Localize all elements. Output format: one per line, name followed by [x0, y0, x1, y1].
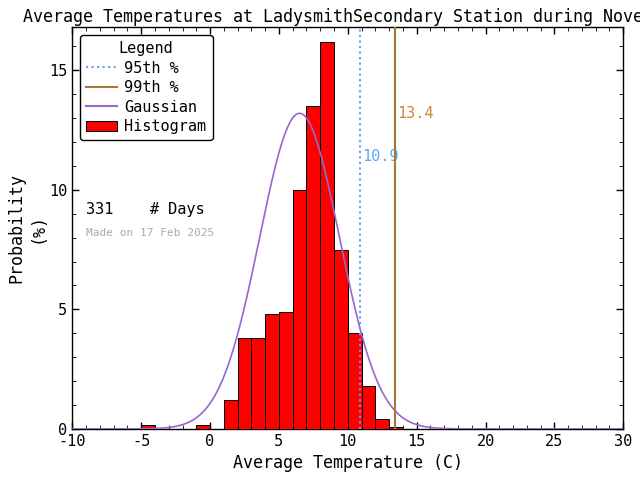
Bar	[141, 425, 155, 429]
Title: Average Temperatures at LadysmithSecondary Station during Novembe: Average Temperatures at LadysmithSeconda…	[23, 8, 640, 25]
Bar	[237, 338, 252, 429]
Bar	[334, 250, 348, 429]
Bar	[362, 386, 375, 429]
Bar	[320, 42, 334, 429]
Bar	[307, 106, 320, 429]
Text: 10.9: 10.9	[362, 149, 399, 164]
Bar	[196, 425, 210, 429]
Bar	[252, 338, 265, 429]
X-axis label: Average Temperature (C): Average Temperature (C)	[233, 455, 463, 472]
Text: 331    # Days: 331 # Days	[86, 202, 205, 217]
Text: 13.4: 13.4	[397, 106, 434, 121]
Bar	[348, 333, 362, 429]
Legend: 95th %, 99th %, Gaussian, Histogram: 95th %, 99th %, Gaussian, Histogram	[80, 35, 212, 140]
Bar	[279, 312, 292, 429]
Bar	[224, 400, 237, 429]
Y-axis label: Probability
(%): Probability (%)	[8, 173, 47, 283]
Bar	[389, 427, 403, 429]
Text: Made on 17 Feb 2025: Made on 17 Feb 2025	[86, 228, 214, 238]
Bar	[375, 420, 389, 429]
Bar	[292, 190, 307, 429]
Bar	[265, 314, 279, 429]
